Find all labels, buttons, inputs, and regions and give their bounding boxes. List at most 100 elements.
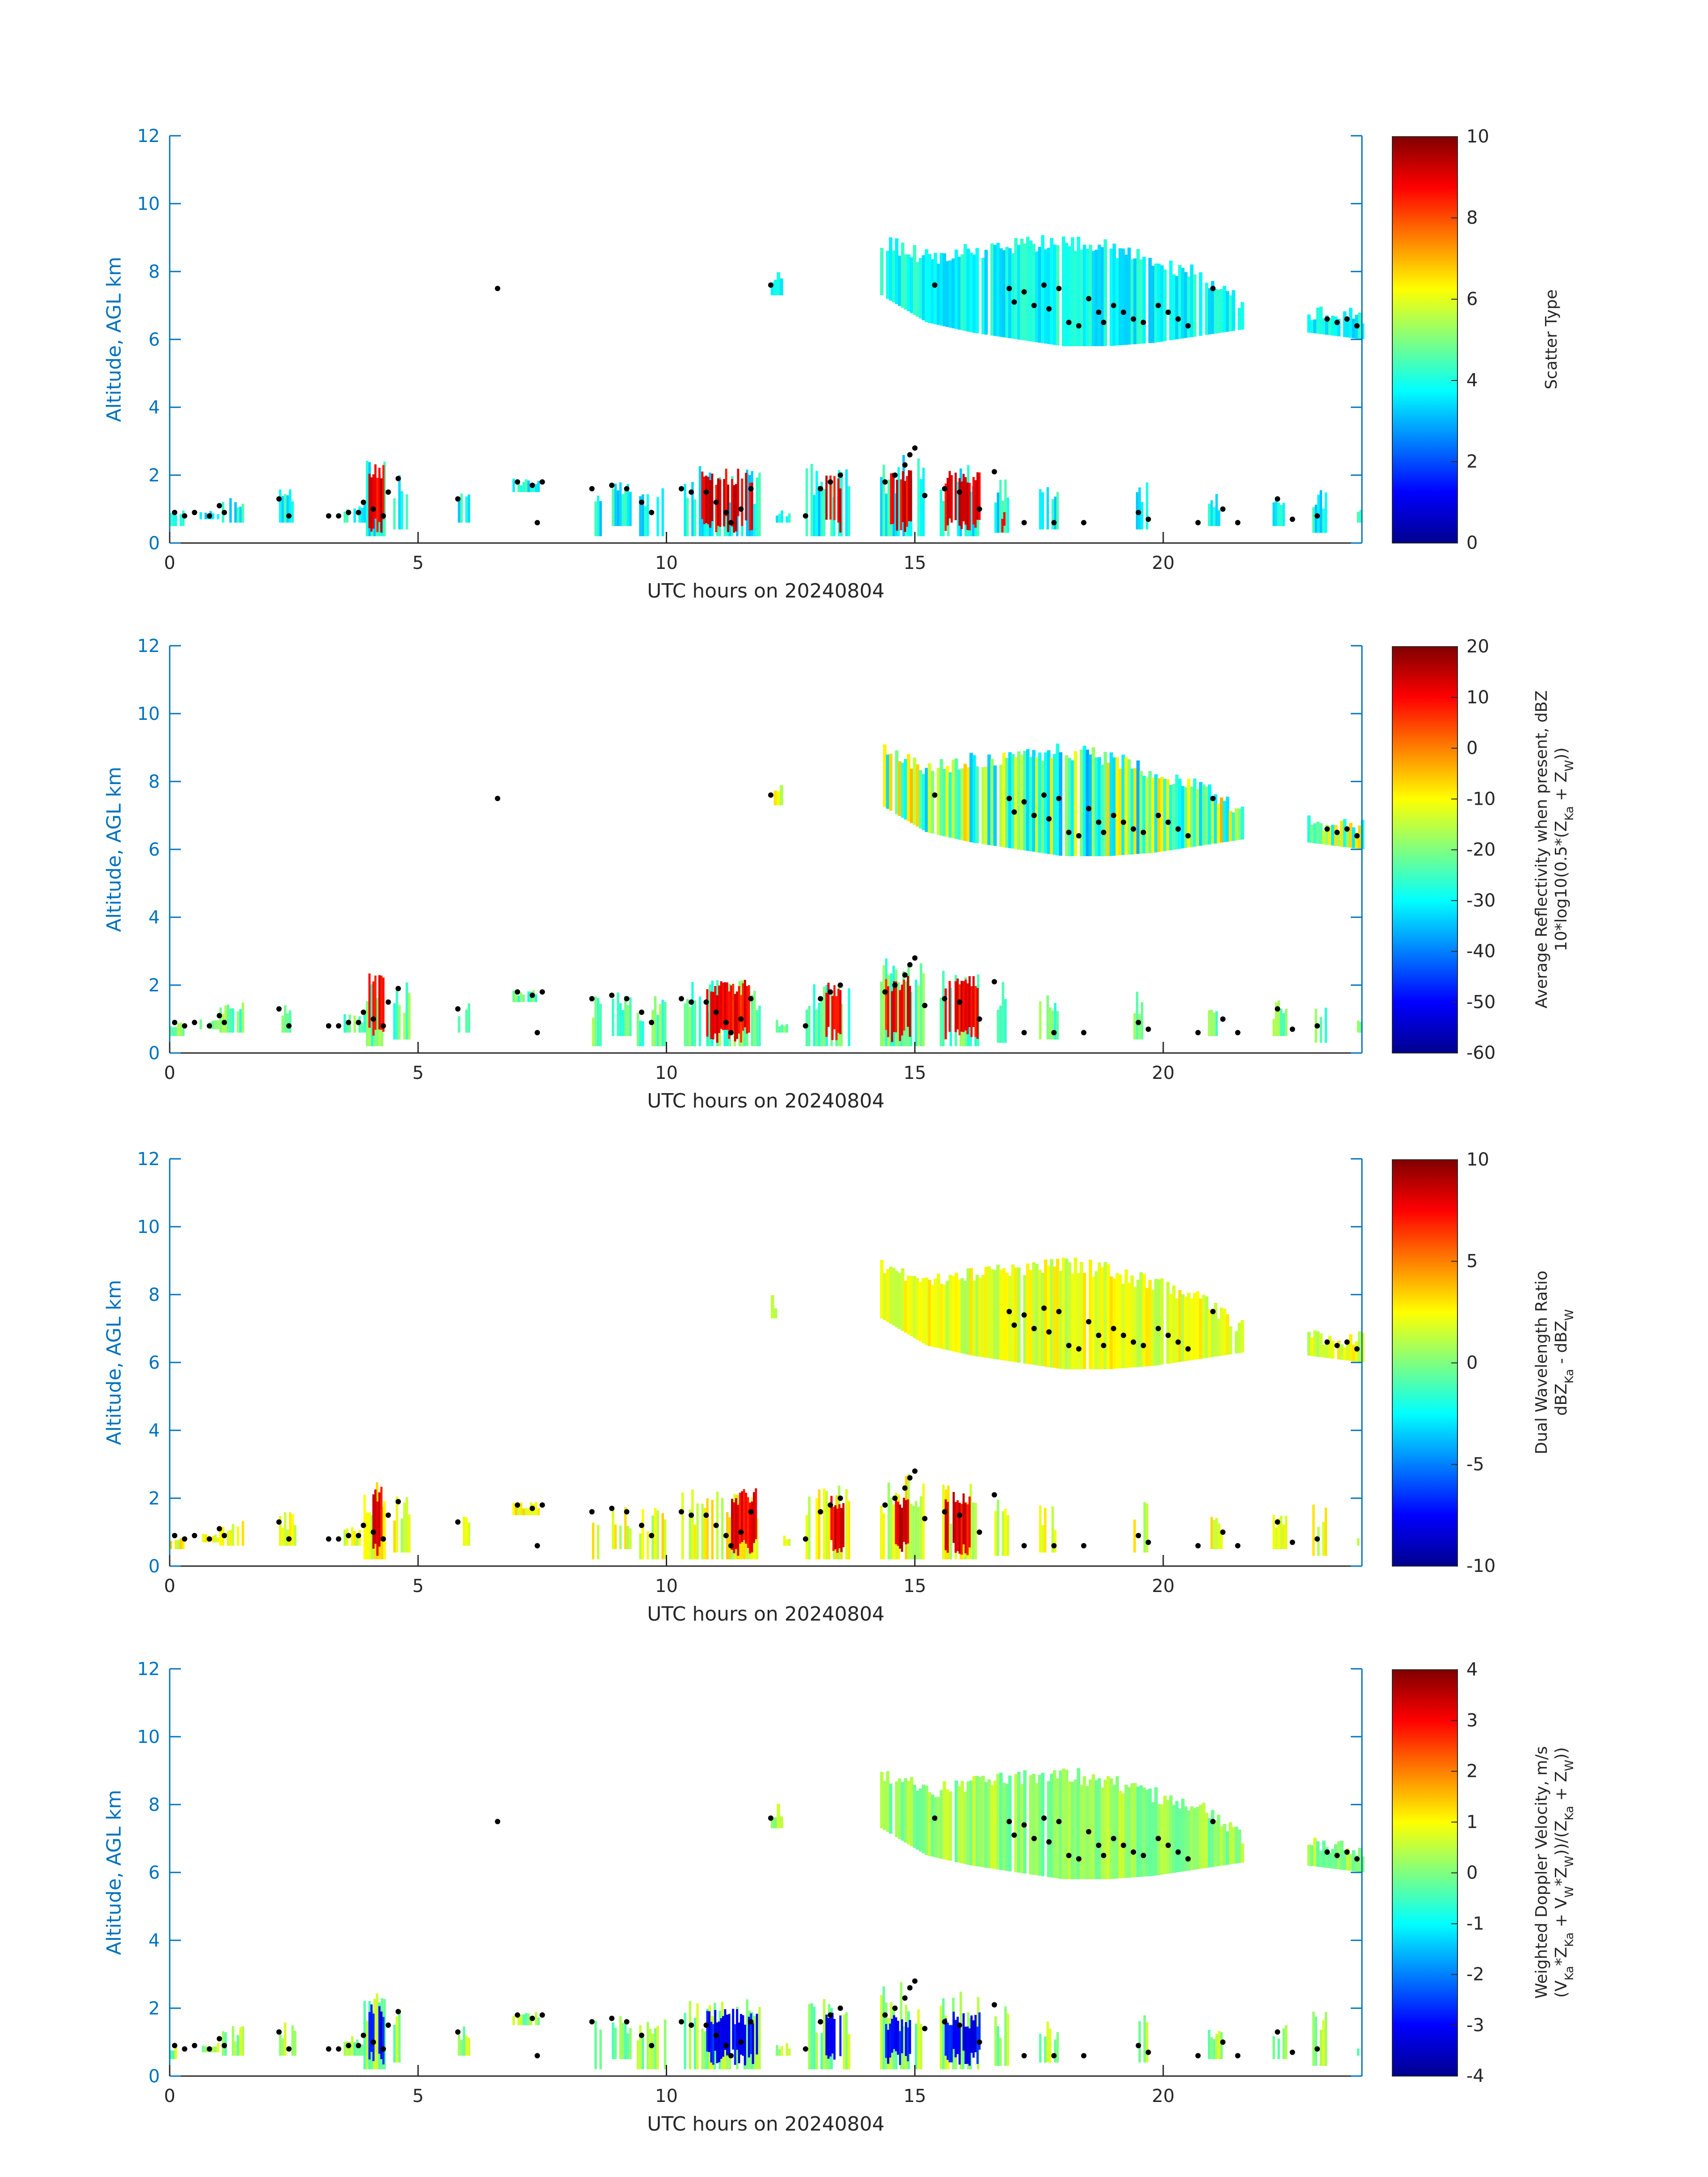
heatmap-cell [1331, 824, 1335, 846]
marker-point [932, 1815, 938, 1821]
marker-point [977, 1016, 982, 1022]
heatmap-cell [1325, 825, 1329, 845]
heatmap-cell [1178, 1809, 1182, 1872]
heatmap-cell [366, 1001, 368, 1046]
heatmap-cell [599, 1003, 602, 1046]
heatmap-cell [1312, 507, 1315, 533]
heatmap-cell [835, 996, 838, 1040]
x-tick-label: 0 [164, 2086, 175, 2106]
colorbar-tick-label: 5 [1466, 1251, 1478, 1272]
marker-point [360, 1009, 366, 1015]
heatmap-cell [614, 1524, 617, 1549]
heatmap-cell [1310, 824, 1314, 843]
heatmap-cell [1039, 1505, 1042, 1553]
heatmap-cell [458, 497, 460, 523]
heatmap-cell [969, 1780, 973, 1866]
marker-point [723, 510, 729, 515]
colorbar-label-line: Scatter Type [1542, 289, 1561, 389]
marker-point [649, 1533, 655, 1538]
marker-point [1220, 2039, 1226, 2045]
marker-point [455, 2029, 461, 2035]
heatmap-cell [1038, 247, 1042, 343]
heatmap-cell [892, 1504, 895, 1559]
heatmap-cell [366, 2021, 368, 2069]
heatmap-cell [999, 1269, 1003, 1360]
heatmap-cell [748, 2017, 750, 2058]
marker-point [346, 1020, 351, 1025]
heatmap-cell [1118, 769, 1122, 856]
marker-point [1140, 320, 1146, 325]
heatmap-cell [1082, 1776, 1086, 1880]
heatmap-cell [945, 766, 949, 837]
heatmap-cell [887, 1482, 890, 1559]
heatmap-cell [182, 1028, 185, 1036]
heatmap-cell [212, 1020, 215, 1029]
heatmap-cell [954, 758, 958, 839]
heatmap-cell [398, 475, 401, 530]
marker-point [207, 513, 212, 519]
heatmap-cell [823, 489, 826, 536]
heatmap-cell [1154, 1787, 1158, 1876]
marker-point [221, 2043, 227, 2048]
marker-point [371, 1016, 376, 1022]
heatmap-cell [1193, 1808, 1197, 1870]
heatmap-cell [972, 976, 975, 1027]
heatmap-cell [373, 1998, 376, 2069]
marker-point [192, 2043, 197, 2048]
heatmap-cell [919, 258, 923, 319]
marker-point [380, 1536, 386, 1542]
heatmap-cell [1240, 1843, 1244, 1863]
marker-point [649, 510, 655, 515]
heatmap-cell [1051, 499, 1054, 530]
y-tick-label: 8 [149, 1285, 160, 1305]
heatmap-cell [1316, 1841, 1320, 1867]
heatmap-cell [1094, 250, 1098, 347]
heatmap-cell [1178, 265, 1182, 339]
heatmap-cell [1049, 1007, 1052, 1040]
heatmap-cell [689, 1007, 692, 1046]
heatmap-cell [512, 2016, 515, 2025]
heatmap-cell [1054, 1003, 1057, 1040]
marker-point [1136, 1533, 1141, 1538]
heatmap-cell [771, 1818, 774, 1829]
marker-point [326, 1023, 331, 1029]
marker-point [1101, 1853, 1107, 1858]
heatmap-cell [922, 1278, 925, 1344]
heatmap-cell [1331, 1341, 1335, 1359]
marker-point [539, 989, 545, 995]
heatmap-cell [966, 983, 969, 1034]
marker-point [818, 1509, 823, 1515]
heatmap-cell [701, 2029, 704, 2069]
heatmap-cell [408, 1514, 411, 1553]
heatmap-cell [1054, 1529, 1057, 1553]
heatmap-cell [1324, 492, 1328, 533]
heatmap-cell [537, 1508, 540, 1515]
heatmap-cell [910, 257, 914, 313]
heatmap-cell [963, 1791, 967, 1864]
marker-point [1274, 1006, 1280, 1012]
heatmap-cell [997, 1500, 999, 1556]
marker-point [380, 513, 386, 519]
heatmap-cell [895, 1781, 898, 1838]
heatmap-cell [1112, 1784, 1116, 1879]
heatmap-cell [204, 1534, 207, 1542]
marker-point [728, 2053, 734, 2059]
marker-point [892, 472, 898, 478]
marker-point [326, 2046, 331, 2052]
marker-point [1046, 1839, 1052, 1845]
heatmap-cell [517, 1504, 520, 1515]
marker-point [1081, 2053, 1086, 2059]
heatmap-cell [820, 481, 823, 536]
heatmap-cell [962, 1493, 965, 1545]
marker-point [1334, 1343, 1340, 1348]
heatmap-cell [753, 1492, 755, 1543]
heatmap-cell [954, 250, 958, 329]
heatmap-cell [1349, 1854, 1353, 1871]
marker-point [1011, 299, 1017, 305]
heatmap-cell [917, 1507, 920, 1559]
heatmap-cell [684, 2013, 686, 2069]
marker-point [1041, 1305, 1047, 1311]
heatmap-cell [177, 1023, 180, 1036]
heatmap-cell [919, 479, 923, 536]
